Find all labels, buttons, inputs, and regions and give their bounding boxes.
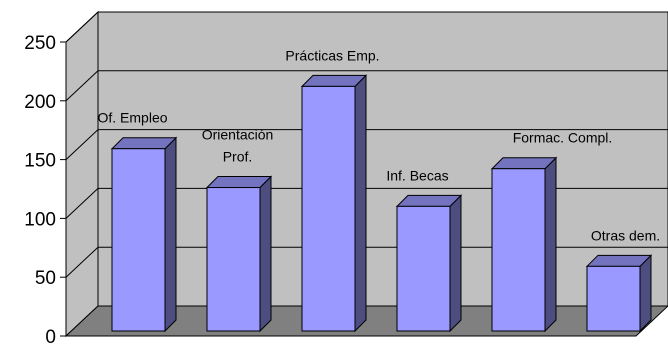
data-label-group: Of. Empleo Orientación Prof. Prácticas Emp.… bbox=[97, 47, 660, 243]
bar bbox=[205, 175, 273, 333]
bar-side bbox=[639, 254, 652, 333]
bar-top bbox=[490, 157, 558, 170]
y-tick-label: 0 bbox=[45, 327, 56, 347]
y-axis: 0 50 100 150 200 250 bbox=[24, 33, 67, 347]
bar bbox=[300, 74, 368, 333]
gridline bbox=[65, 187, 668, 219]
bar bbox=[585, 254, 653, 333]
bar-front bbox=[206, 187, 261, 332]
bar-side bbox=[164, 136, 177, 333]
side-wall bbox=[65, 10, 99, 338]
gridline bbox=[65, 246, 668, 278]
y-tick-label: 100 bbox=[24, 209, 56, 230]
bar-top bbox=[395, 194, 463, 207]
category-label: Of. Empleo bbox=[97, 110, 167, 126]
bar-front bbox=[491, 168, 546, 332]
category-label: Prácticas Emp. bbox=[285, 47, 379, 63]
y-tick-label: 200 bbox=[24, 92, 56, 113]
category-label: Formac. Compl. bbox=[513, 130, 613, 146]
bar-side bbox=[544, 156, 557, 333]
y-tick-label: 150 bbox=[24, 151, 56, 172]
bar bbox=[110, 136, 178, 333]
y-tick-label: 250 bbox=[24, 33, 56, 54]
bar-top bbox=[110, 137, 178, 150]
category-label: Otras dem. bbox=[591, 227, 660, 243]
bar-group bbox=[110, 74, 653, 333]
bar-front bbox=[586, 265, 641, 332]
gridline bbox=[65, 11, 668, 43]
back-wall bbox=[97, 11, 668, 307]
bar-front bbox=[396, 205, 451, 332]
category-label: Inf. Becas bbox=[386, 167, 448, 183]
category-label: Orientación Prof. bbox=[202, 127, 274, 165]
bar-front bbox=[111, 148, 166, 332]
bar-top bbox=[300, 74, 368, 87]
bar-top bbox=[585, 254, 653, 267]
bar bbox=[395, 194, 463, 333]
bar-front bbox=[301, 85, 356, 332]
gridline bbox=[65, 70, 668, 102]
gridline bbox=[65, 129, 668, 160]
bar-side bbox=[259, 175, 272, 333]
bar bbox=[490, 156, 558, 333]
bar-side bbox=[354, 74, 367, 333]
y-tick-label: 50 bbox=[35, 268, 56, 289]
bar-side bbox=[449, 194, 462, 333]
bar-top bbox=[205, 176, 273, 189]
